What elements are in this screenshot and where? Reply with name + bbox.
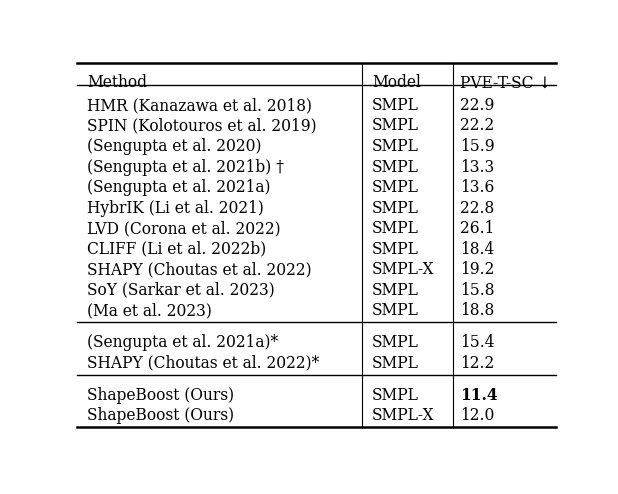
Text: SMPL: SMPL xyxy=(372,159,418,175)
Text: SMPL: SMPL xyxy=(372,220,418,237)
Text: SPIN (Kolotouros et al. 2019): SPIN (Kolotouros et al. 2019) xyxy=(87,118,316,134)
Text: SMPL: SMPL xyxy=(372,355,418,372)
Text: Method: Method xyxy=(87,75,147,91)
Text: (Sengupta et al. 2021a)*: (Sengupta et al. 2021a)* xyxy=(87,334,278,351)
Text: SMPL-X: SMPL-X xyxy=(372,407,434,424)
Text: 22.2: 22.2 xyxy=(460,118,494,134)
Text: (Sengupta et al. 2020): (Sengupta et al. 2020) xyxy=(87,138,261,155)
Text: (Sengupta et al. 2021b) †: (Sengupta et al. 2021b) † xyxy=(87,159,284,175)
Text: 11.4: 11.4 xyxy=(460,387,498,404)
Text: SMPL: SMPL xyxy=(372,302,418,319)
Text: SHAPY (Choutas et al. 2022): SHAPY (Choutas et al. 2022) xyxy=(87,261,311,278)
Text: SMPL-X: SMPL-X xyxy=(372,261,434,278)
Text: SoY (Sarkar et al. 2023): SoY (Sarkar et al. 2023) xyxy=(87,282,274,299)
Text: SHAPY (Choutas et al. 2022)*: SHAPY (Choutas et al. 2022)* xyxy=(87,355,319,372)
Text: 12.2: 12.2 xyxy=(460,355,494,372)
Text: PVE-T-SC ↓: PVE-T-SC ↓ xyxy=(460,75,552,91)
Text: LVD (Corona et al. 2022): LVD (Corona et al. 2022) xyxy=(87,220,281,237)
Text: 18.4: 18.4 xyxy=(460,241,494,258)
Text: SMPL: SMPL xyxy=(372,200,418,217)
Text: ShapeBoost (Ours): ShapeBoost (Ours) xyxy=(87,407,234,424)
Text: 13.3: 13.3 xyxy=(460,159,494,175)
Text: SMPL: SMPL xyxy=(372,282,418,299)
Text: (Sengupta et al. 2021a): (Sengupta et al. 2021a) xyxy=(87,179,270,196)
Text: HybrIK (Li et al. 2021): HybrIK (Li et al. 2021) xyxy=(87,200,264,217)
Text: 26.1: 26.1 xyxy=(460,220,495,237)
Text: 22.8: 22.8 xyxy=(460,200,494,217)
Text: SMPL: SMPL xyxy=(372,179,418,196)
Text: 12.0: 12.0 xyxy=(460,407,495,424)
Text: 19.2: 19.2 xyxy=(460,261,495,278)
Text: CLIFF (Li et al. 2022b): CLIFF (Li et al. 2022b) xyxy=(87,241,266,258)
Text: SMPL: SMPL xyxy=(372,118,418,134)
Text: (Ma et al. 2023): (Ma et al. 2023) xyxy=(87,302,212,319)
Text: HMR (Kanazawa et al. 2018): HMR (Kanazawa et al. 2018) xyxy=(87,97,312,114)
Text: SMPL: SMPL xyxy=(372,138,418,155)
Text: SMPL: SMPL xyxy=(372,334,418,351)
Text: 15.4: 15.4 xyxy=(460,334,495,351)
Text: 18.8: 18.8 xyxy=(460,302,494,319)
Text: SMPL: SMPL xyxy=(372,387,418,404)
Text: 15.9: 15.9 xyxy=(460,138,495,155)
Text: 15.8: 15.8 xyxy=(460,282,495,299)
Text: 13.6: 13.6 xyxy=(460,179,495,196)
Text: SMPL: SMPL xyxy=(372,241,418,258)
Text: 22.9: 22.9 xyxy=(460,97,495,114)
Text: SMPL: SMPL xyxy=(372,97,418,114)
Text: Model: Model xyxy=(372,75,421,91)
Text: ShapeBoost (Ours): ShapeBoost (Ours) xyxy=(87,387,234,404)
